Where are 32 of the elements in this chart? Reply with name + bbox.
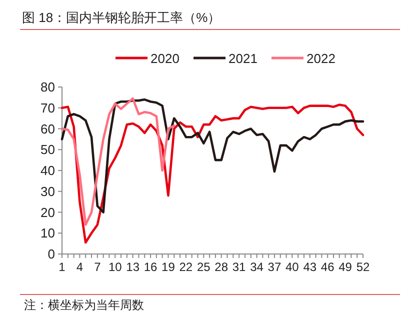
x-tick-label: 13 bbox=[126, 260, 140, 274]
y-tick-label: 40 bbox=[40, 163, 55, 178]
x-tick-label: 22 bbox=[179, 260, 193, 274]
y-tick-label: 10 bbox=[40, 226, 55, 241]
x-tick-label: 49 bbox=[338, 260, 352, 274]
y-tick-label: 20 bbox=[40, 204, 55, 220]
legend-label: 2020 bbox=[150, 51, 180, 66]
y-tick-label: 50 bbox=[40, 142, 55, 158]
x-tick-label: 4 bbox=[76, 260, 84, 274]
x-tick-label: 40 bbox=[285, 260, 300, 274]
x-tick-label: 7 bbox=[94, 260, 102, 274]
y-tick-label: 30 bbox=[40, 184, 55, 199]
x-tick-label: 37 bbox=[268, 260, 282, 274]
x-tick-label: 28 bbox=[214, 260, 228, 274]
chart-title: 图 18：国内半钢轮胎开工率（%） bbox=[22, 10, 221, 25]
x-tick-label: 1 bbox=[58, 260, 66, 274]
x-tick-label: 52 bbox=[356, 260, 370, 274]
text: 注：横坐标为当年周数 bbox=[24, 298, 144, 312]
y-tick-label: 70 bbox=[40, 100, 55, 116]
x-tick-label: 16 bbox=[144, 260, 158, 274]
x-tick-label: 34 bbox=[250, 260, 264, 274]
x-tick-label: 25 bbox=[196, 260, 211, 274]
legend-label: 2022 bbox=[306, 51, 336, 66]
x-tick-label: 10 bbox=[108, 260, 122, 274]
y-tick-label: 0 bbox=[48, 246, 55, 262]
x-tick-label: 43 bbox=[303, 260, 317, 274]
y-tick-label: 80 bbox=[40, 80, 55, 94]
legend-label: 2021 bbox=[228, 51, 258, 66]
x-tick-label: 31 bbox=[232, 260, 246, 274]
y-tick-label: 60 bbox=[40, 121, 55, 136]
x-tick-label: 46 bbox=[320, 260, 335, 274]
x-tick-label: 19 bbox=[162, 260, 176, 274]
